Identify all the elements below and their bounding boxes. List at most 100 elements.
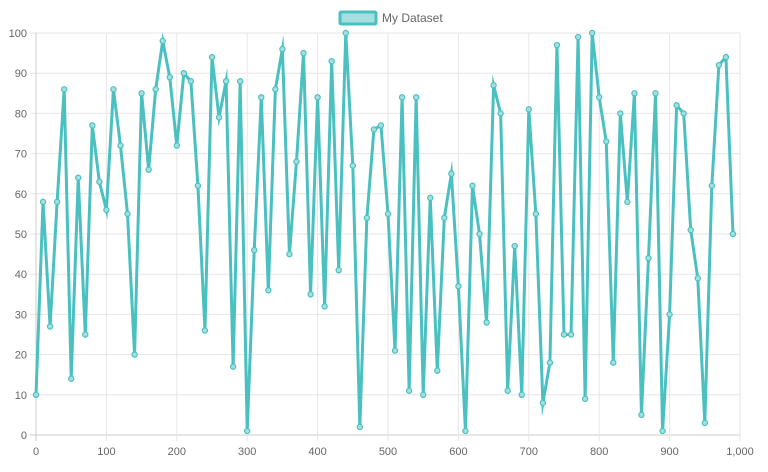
data-point[interactable]	[384, 210, 392, 218]
data-point[interactable]	[131, 351, 138, 358]
data-point[interactable]	[617, 110, 624, 117]
data-point[interactable]	[243, 427, 251, 435]
data-point[interactable]	[673, 102, 680, 109]
data-point[interactable]	[201, 327, 209, 334]
data-point[interactable]	[46, 323, 54, 330]
data-point[interactable]	[539, 399, 547, 407]
data-point[interactable]	[729, 230, 737, 238]
data-point[interactable]	[596, 94, 603, 101]
data-point[interactable]	[603, 138, 610, 145]
data-point[interactable]	[194, 182, 202, 189]
data-point[interactable]	[525, 106, 533, 113]
data-point[interactable]	[321, 303, 328, 310]
data-point[interactable]	[574, 33, 582, 41]
data-point[interactable]	[567, 331, 575, 338]
data-point[interactable]	[511, 242, 518, 250]
data-point[interactable]	[708, 182, 716, 189]
data-point[interactable]	[497, 110, 504, 117]
data-point[interactable]	[138, 90, 145, 97]
data-point[interactable]	[455, 283, 462, 290]
data-point[interactable]	[82, 331, 89, 338]
data-point[interactable]	[75, 174, 82, 181]
data-point[interactable]	[427, 194, 434, 202]
data-point[interactable]	[89, 122, 96, 129]
data-point[interactable]	[215, 114, 223, 121]
data-point[interactable]	[124, 210, 131, 218]
data-point[interactable]	[377, 122, 385, 129]
data-point[interactable]	[560, 331, 568, 338]
data-point[interactable]	[441, 214, 448, 222]
data-point[interactable]	[518, 391, 525, 398]
data-point[interactable]	[328, 57, 335, 65]
data-point[interactable]	[265, 287, 272, 294]
data-point[interactable]	[391, 347, 399, 354]
data-point[interactable]	[553, 41, 561, 49]
data-point[interactable]	[434, 367, 441, 374]
data-point[interactable]	[722, 53, 730, 61]
data-point[interactable]	[152, 86, 159, 93]
data-point[interactable]	[286, 250, 293, 258]
legend[interactable]: My Dataset	[338, 10, 443, 26]
data-point[interactable]	[631, 90, 638, 97]
data-point[interactable]	[638, 411, 645, 419]
data-point[interactable]	[645, 254, 652, 262]
data-point[interactable]	[229, 363, 237, 370]
data-point[interactable]	[363, 214, 371, 222]
data-point[interactable]	[32, 391, 40, 398]
data-point[interactable]	[476, 230, 483, 238]
data-point[interactable]	[462, 427, 469, 435]
data-point[interactable]	[610, 359, 617, 366]
data-point[interactable]	[236, 78, 244, 85]
data-point[interactable]	[96, 178, 103, 185]
data-point[interactable]	[279, 45, 286, 53]
data-point[interactable]	[208, 53, 216, 61]
data-point[interactable]	[624, 198, 631, 206]
data-point[interactable]	[117, 142, 124, 149]
data-point[interactable]	[145, 166, 152, 173]
data-point[interactable]	[180, 69, 188, 77]
data-point[interactable]	[349, 162, 356, 169]
data-point[interactable]	[652, 90, 659, 97]
data-point[interactable]	[342, 29, 349, 37]
data-point[interactable]	[60, 86, 68, 93]
data-point[interactable]	[356, 423, 364, 431]
data-point[interactable]	[110, 86, 117, 93]
data-point[interactable]	[166, 74, 173, 81]
data-point[interactable]	[53, 198, 61, 206]
data-point[interactable]	[187, 78, 195, 85]
data-point[interactable]	[173, 142, 180, 149]
data-point[interactable]	[272, 86, 279, 93]
data-point[interactable]	[659, 427, 666, 435]
data-point[interactable]	[405, 387, 413, 394]
data-point[interactable]	[469, 182, 476, 189]
data-point[interactable]	[694, 275, 701, 282]
data-point[interactable]	[680, 110, 687, 117]
data-point[interactable]	[67, 375, 75, 382]
data-point[interactable]	[490, 82, 497, 89]
data-point[interactable]	[314, 94, 321, 101]
data-point[interactable]	[307, 291, 314, 298]
data-point[interactable]	[103, 206, 110, 214]
data-point[interactable]	[39, 198, 47, 206]
data-point[interactable]	[335, 266, 342, 274]
data-point[interactable]	[701, 419, 709, 427]
data-point[interactable]	[448, 170, 455, 177]
data-point[interactable]	[532, 210, 540, 218]
data-point[interactable]	[581, 395, 589, 403]
data-point[interactable]	[504, 387, 511, 394]
data-point[interactable]	[293, 158, 300, 165]
data-point[interactable]	[412, 94, 420, 101]
data-point[interactable]	[483, 319, 490, 326]
data-point[interactable]	[715, 61, 723, 69]
data-point[interactable]	[546, 359, 554, 366]
data-point[interactable]	[666, 311, 673, 318]
data-point[interactable]	[588, 29, 596, 37]
data-point[interactable]	[398, 94, 406, 101]
data-point[interactable]	[300, 49, 307, 57]
data-point[interactable]	[251, 246, 258, 254]
data-point[interactable]	[222, 78, 230, 85]
data-point[interactable]	[420, 391, 427, 398]
data-point[interactable]	[258, 94, 265, 101]
data-point[interactable]	[687, 226, 694, 234]
data-point[interactable]	[159, 37, 166, 45]
